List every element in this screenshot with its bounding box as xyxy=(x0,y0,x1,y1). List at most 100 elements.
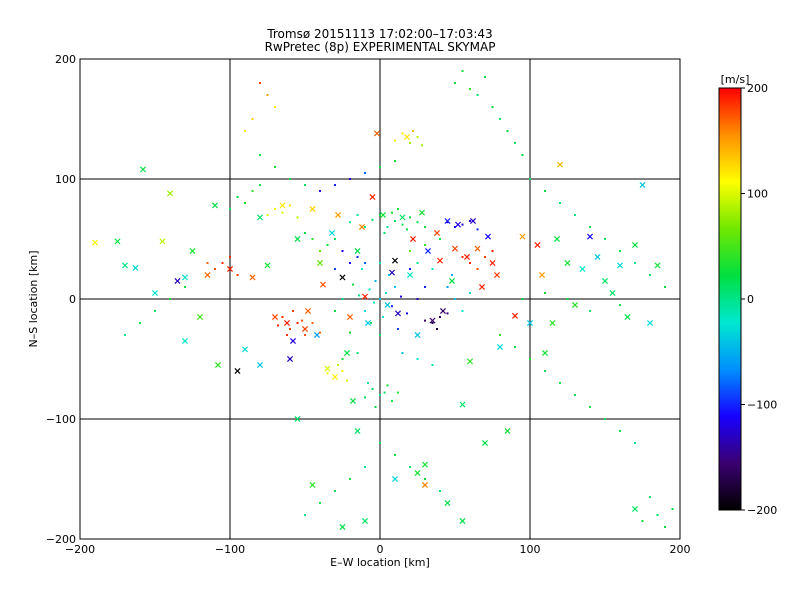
data-point-dot xyxy=(334,310,336,312)
data-point-dot xyxy=(379,298,381,300)
y-tick-label: 0 xyxy=(69,293,76,306)
data-point-dot xyxy=(361,268,363,270)
data-point-cross xyxy=(553,235,561,243)
data-point-dot xyxy=(221,262,224,264)
grid xyxy=(80,59,680,539)
data-point-dot xyxy=(274,106,276,108)
data-point-dot xyxy=(604,238,606,240)
data-point-cross xyxy=(369,193,376,201)
data-point-dot xyxy=(154,310,156,312)
data-point-cross xyxy=(309,205,316,213)
data-point-cross xyxy=(493,271,501,279)
data-point-dot xyxy=(337,364,339,366)
data-point-dot xyxy=(383,391,386,394)
data-point-cross xyxy=(439,307,447,315)
data-point-cross xyxy=(639,181,646,189)
data-point-dot xyxy=(499,118,501,120)
data-point-dot xyxy=(371,218,374,221)
data-point-dot xyxy=(397,208,399,210)
data-point-cross xyxy=(444,217,451,225)
data-point-dot xyxy=(416,136,419,138)
data-point-cross xyxy=(358,223,366,231)
data-point-dot xyxy=(289,204,291,207)
data-point-cross xyxy=(448,277,456,285)
data-point-dot xyxy=(491,250,494,252)
data-point-cross xyxy=(301,325,309,333)
data-point-dot xyxy=(604,418,606,420)
data-point-dot xyxy=(326,372,329,375)
data-point-dot xyxy=(356,352,359,354)
data-point-dot xyxy=(368,288,371,291)
data-point-dot xyxy=(251,190,254,192)
data-point-dot xyxy=(229,256,231,258)
data-point-dot xyxy=(388,274,390,276)
data-point-dot xyxy=(461,70,464,72)
data-point-dot xyxy=(589,310,591,312)
data-point-dot xyxy=(289,178,291,180)
colorbar-tick-label: 0 xyxy=(747,293,754,306)
data-point-dot xyxy=(431,268,434,270)
chart-subtitle: RwPretec (8p) EXPERIMENTAL SKYMAP xyxy=(265,40,496,54)
data-point-dot xyxy=(451,274,453,276)
data-point-dot xyxy=(589,226,591,228)
data-point-cross xyxy=(433,229,441,237)
data-point-dot xyxy=(589,406,591,408)
data-point-cross xyxy=(504,427,511,435)
data-point-cross xyxy=(466,358,474,365)
data-point-cross xyxy=(631,241,639,249)
data-point-cross xyxy=(324,365,331,372)
data-point-cross xyxy=(283,319,291,327)
data-point-dot xyxy=(349,331,351,334)
data-point-cross xyxy=(394,310,402,317)
data-point-dot xyxy=(236,274,239,276)
data-point-cross xyxy=(451,245,459,252)
data-point-cross xyxy=(469,217,477,225)
y-ticks: −200 −100 0 100 200 xyxy=(46,53,76,546)
data-point-dot xyxy=(454,226,456,228)
data-point-dot xyxy=(296,322,299,324)
data-point-dot xyxy=(364,172,366,174)
data-point-dot xyxy=(349,262,351,264)
data-point-dot xyxy=(311,322,314,324)
data-point-cross xyxy=(226,265,234,273)
data-point-dot xyxy=(286,334,288,336)
data-point-dot xyxy=(634,262,636,264)
data-point-dot xyxy=(349,178,351,180)
data-point-dot xyxy=(514,142,516,144)
data-point-cross xyxy=(196,313,204,321)
data-point-dot xyxy=(266,94,269,96)
data-point-cross xyxy=(256,361,264,369)
data-point-cross xyxy=(286,355,294,363)
data-point-cross xyxy=(403,133,411,141)
data-point-dot xyxy=(386,384,389,387)
data-point-dot xyxy=(281,316,284,318)
data-point-dot xyxy=(251,118,254,120)
data-point-cross xyxy=(436,257,444,264)
data-point-cross xyxy=(616,262,624,269)
data-point-dot xyxy=(412,130,414,132)
data-point-cross xyxy=(373,130,381,137)
data-point-dot xyxy=(664,286,666,288)
data-point-cross xyxy=(354,427,361,435)
data-point-dot xyxy=(439,316,441,318)
data-point-dot xyxy=(424,286,426,288)
data-point-dot xyxy=(649,496,651,498)
data-point-cross xyxy=(541,349,549,357)
data-point-dot xyxy=(334,376,336,378)
data-point-dot xyxy=(319,502,321,504)
data-point-dot xyxy=(574,214,576,216)
data-point-cross xyxy=(406,271,414,279)
colorbar-ticks: 200 100 0 −100 −200 xyxy=(741,82,777,517)
data-point-cross xyxy=(174,277,181,285)
data-point-dot xyxy=(391,400,393,402)
data-point-cross xyxy=(601,277,609,285)
data-point-dot xyxy=(521,154,524,156)
data-point-dot xyxy=(521,298,524,300)
data-point-dot xyxy=(397,391,399,394)
data-point-dot xyxy=(214,268,216,270)
data-point-dot xyxy=(379,394,381,396)
data-point-dot xyxy=(346,379,348,382)
data-point-cross xyxy=(489,259,496,267)
data-point-dot xyxy=(379,166,381,168)
data-point-dot xyxy=(386,226,389,228)
